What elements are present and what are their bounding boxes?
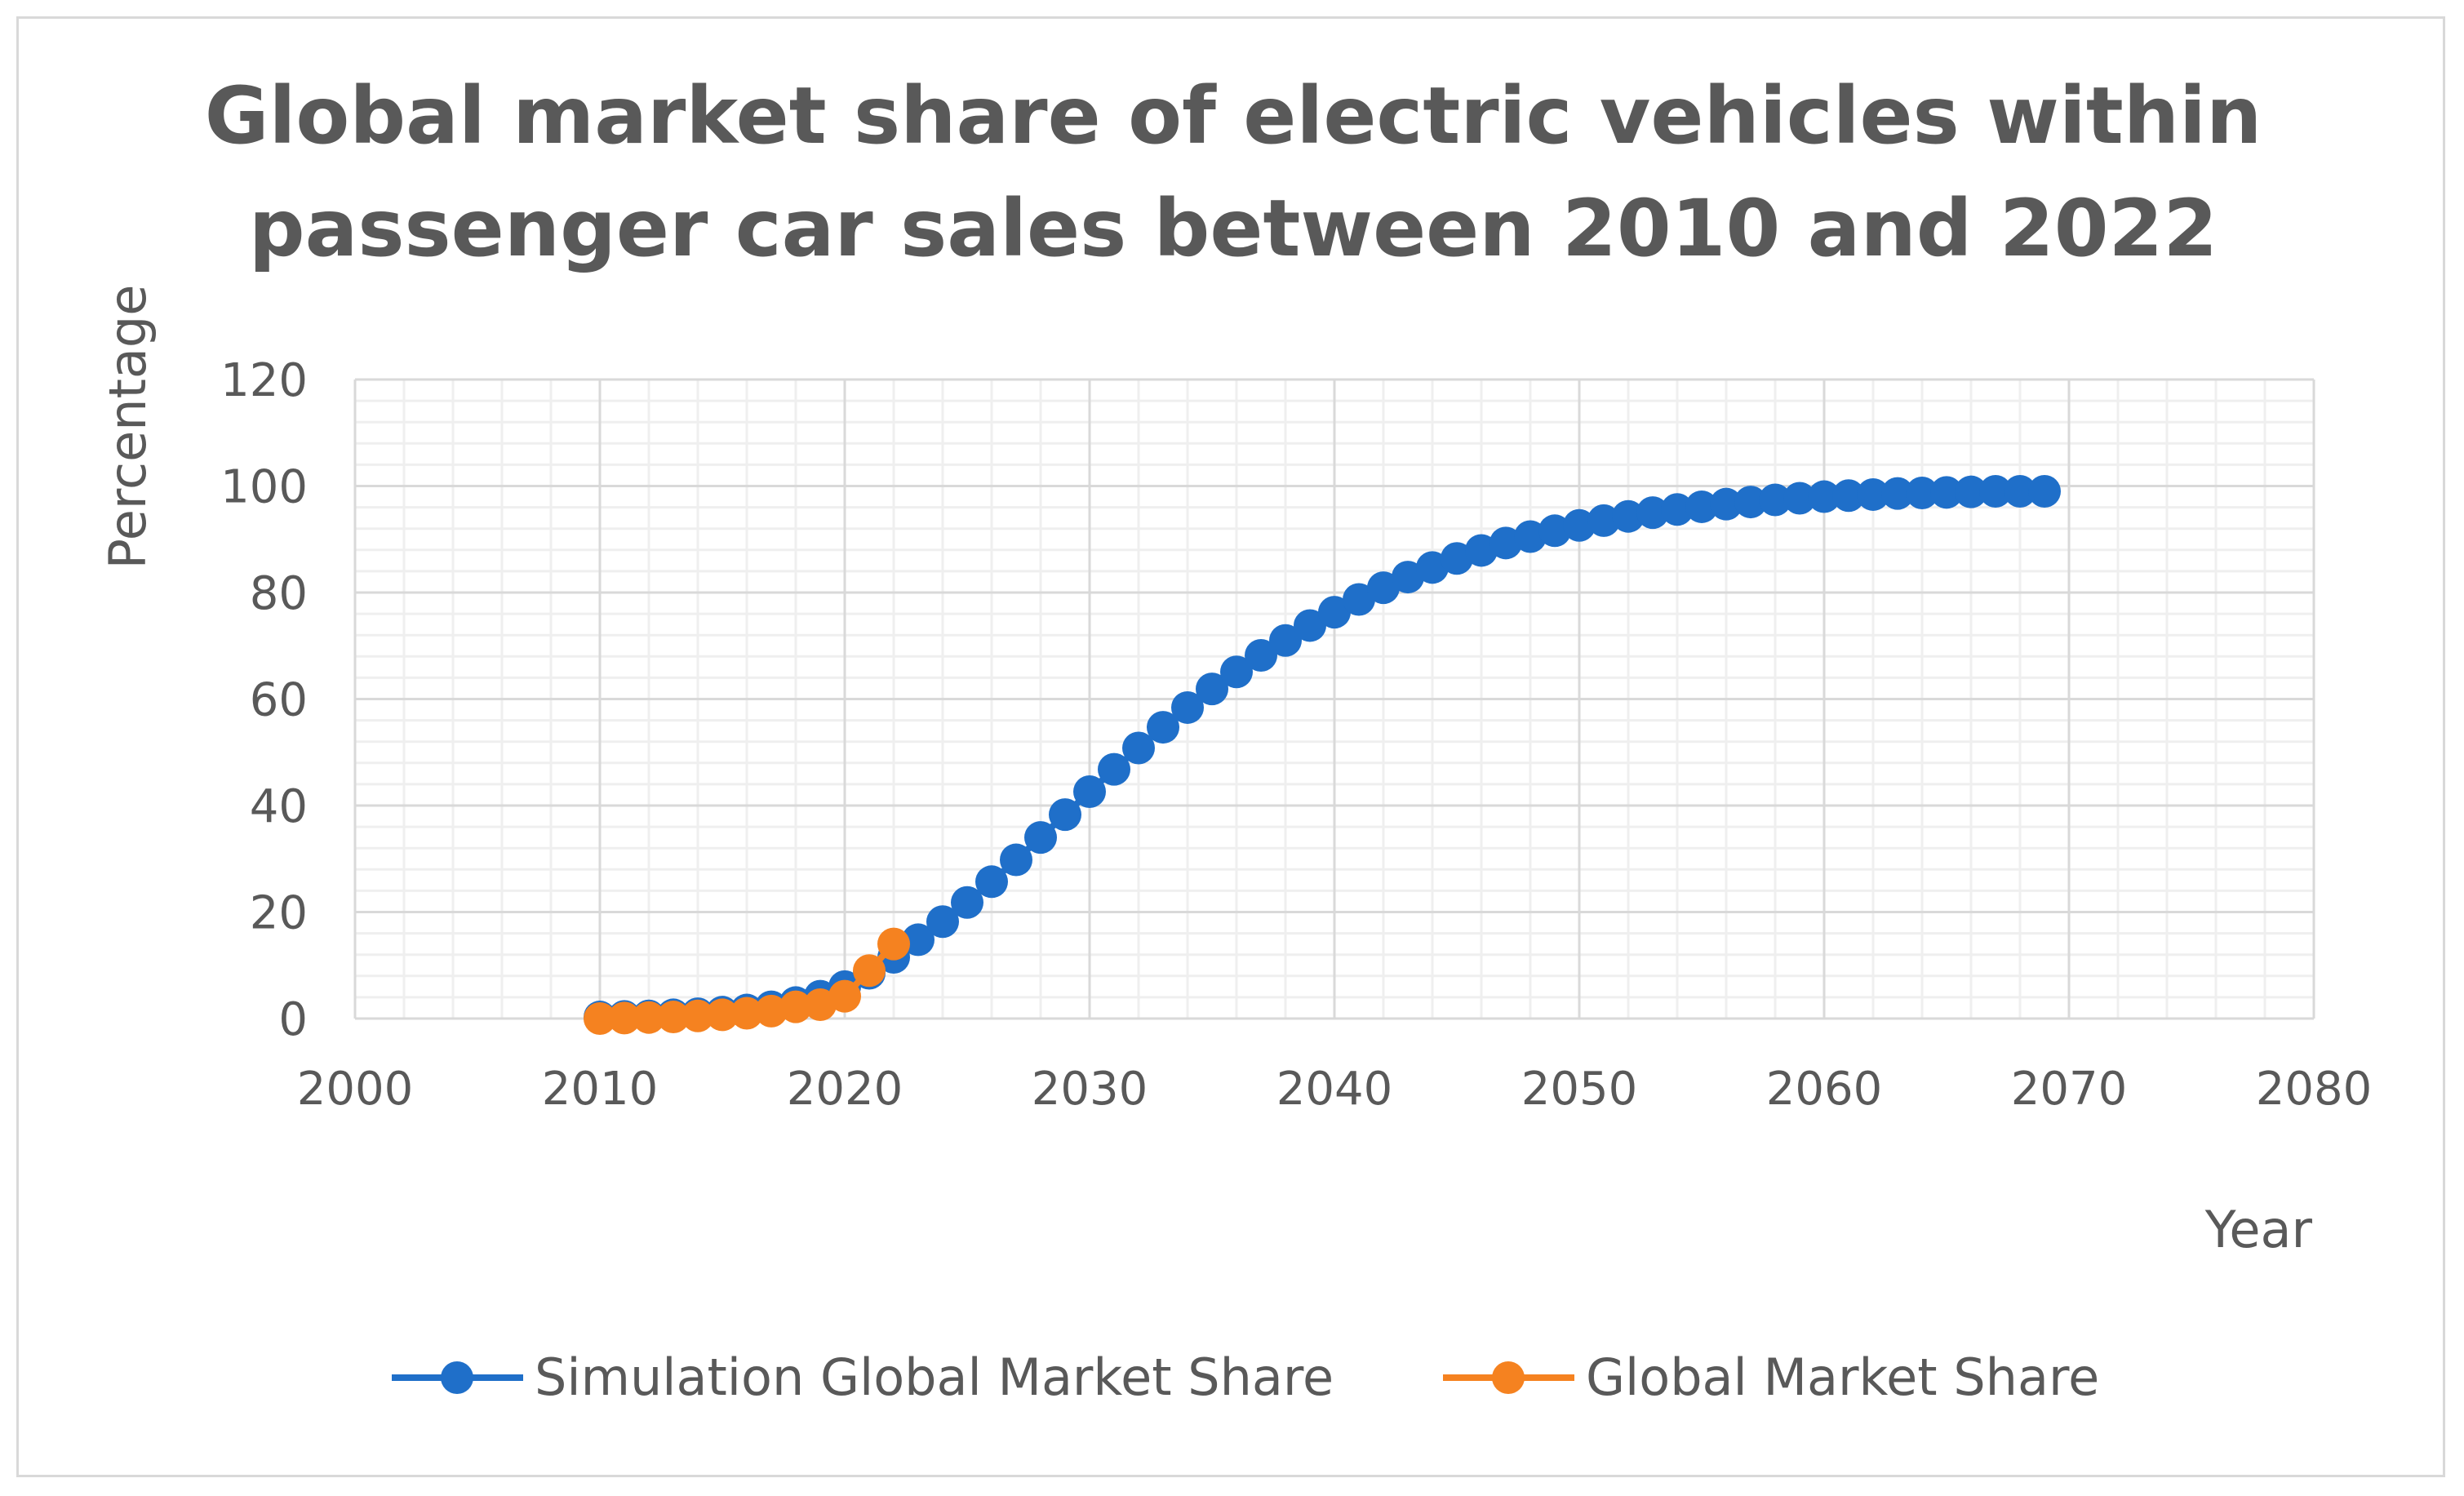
data-point: [1489, 526, 1522, 560]
legend-item-simulation: Simulation Global Market Share: [392, 1347, 1334, 1407]
y-tick-label: 60: [250, 674, 308, 727]
data-point: [1073, 775, 1106, 809]
x-axis-title: Year: [2204, 1200, 2313, 1259]
chart-title: Global market share of electric vehicles…: [205, 70, 2262, 274]
x-tick-label: 2010: [542, 1063, 659, 1116]
legend-label-simulation: Simulation Global Market Share: [535, 1347, 1334, 1407]
x-axis-ticks: 2000 2010 2020 2030 2040 2050 2060 2070 2080: [297, 1063, 2373, 1116]
y-tick-label: 100: [220, 461, 308, 514]
data-point: [779, 990, 812, 1023]
data-point: [1710, 487, 1743, 521]
data-point: [853, 954, 886, 988]
data-point: [1759, 483, 1791, 517]
data-point: [1734, 486, 1767, 519]
data-point: [1661, 493, 1694, 526]
series-1: [584, 927, 910, 1035]
y-tick-label: 0: [278, 993, 308, 1046]
chart-frame: Global market share of electric vehicles…: [16, 16, 2445, 1477]
data-point: [1685, 490, 1718, 523]
data-point: [1857, 477, 1889, 511]
x-tick-label: 2030: [1032, 1063, 1148, 1116]
data-point: [1955, 475, 1987, 508]
legend-swatch-marker-global: [1492, 1361, 1525, 1394]
chart-svg: Global market share of electric vehicles…: [98, 70, 2373, 1407]
data-point: [1269, 624, 1302, 657]
data-point: [633, 1001, 665, 1034]
data-point: [608, 1001, 641, 1035]
y-axis-title: Percentage: [98, 285, 158, 570]
series-0: [584, 475, 2061, 1034]
data-point: [926, 905, 959, 939]
chart-title-line-1: Global market share of electric vehicles…: [205, 70, 2262, 162]
data-point: [1514, 520, 1547, 553]
data-point: [1930, 476, 1963, 509]
data-point: [1416, 551, 1449, 584]
data-point: [804, 988, 837, 1022]
data-point: [902, 923, 935, 957]
data-point: [975, 865, 1008, 899]
data-point: [1000, 843, 1032, 877]
data-point: [1098, 752, 1130, 786]
x-tick-label: 2020: [787, 1063, 903, 1116]
data-point: [1441, 542, 1473, 575]
series-layer: [584, 475, 2061, 1035]
data-point: [1343, 583, 1375, 616]
data-point: [1465, 534, 1498, 567]
data-point: [2028, 475, 2061, 508]
legend-swatch-marker-simulation: [441, 1361, 473, 1394]
data-point: [1538, 514, 1571, 548]
data-point: [1171, 690, 1204, 724]
data-point: [1979, 475, 2012, 508]
data-point: [1612, 499, 1645, 533]
data-point: [1294, 609, 1326, 642]
data-point: [1392, 561, 1424, 594]
x-tick-label: 2060: [1766, 1063, 1883, 1116]
data-point: [1808, 480, 1840, 513]
legend-label-global: Global Market Share: [1586, 1347, 2099, 1407]
y-tick-label: 120: [220, 354, 308, 407]
data-point: [1122, 731, 1155, 765]
data-point: [1318, 596, 1351, 629]
y-tick-label: 80: [250, 567, 308, 620]
y-axis-ticks: 0 20 40 60 80 100 120: [220, 354, 308, 1046]
data-point: [1220, 655, 1253, 689]
x-tick-label: 2040: [1276, 1063, 1393, 1116]
legend: Simulation Global Market Share Global Ma…: [392, 1347, 2099, 1407]
data-point: [755, 994, 788, 1028]
data-point: [1636, 496, 1669, 530]
data-point: [1563, 508, 1596, 542]
data-point: [1147, 711, 1179, 744]
data-point: [1906, 476, 1938, 509]
data-point: [2004, 475, 2036, 508]
major-grid: [353, 378, 2315, 1020]
x-tick-label: 2080: [2256, 1063, 2373, 1116]
data-point: [877, 927, 910, 961]
data-point: [1245, 638, 1277, 672]
data-point: [1024, 821, 1057, 855]
data-point: [951, 886, 983, 919]
y-tick-label: 40: [250, 780, 308, 833]
data-point: [584, 1002, 616, 1035]
data-point: [1367, 571, 1400, 605]
y-tick-label: 20: [250, 887, 308, 940]
x-tick-label: 2070: [2011, 1063, 2128, 1116]
legend-item-global: Global Market Share: [1443, 1347, 2099, 1407]
data-point: [706, 998, 739, 1032]
data-point: [1049, 798, 1081, 832]
data-point: [1832, 479, 1865, 513]
data-point: [1587, 504, 1620, 537]
chart-title-line-2: passenger car sales between 2010 and 202…: [249, 183, 2218, 274]
data-point: [657, 1001, 690, 1034]
data-point: [681, 999, 714, 1032]
data-point: [730, 997, 763, 1030]
x-tick-label: 2050: [1521, 1063, 1638, 1116]
data-point: [1881, 477, 1914, 510]
x-tick-label: 2000: [297, 1063, 414, 1116]
data-point: [1196, 673, 1228, 706]
data-point: [1783, 482, 1816, 515]
data-point: [828, 979, 861, 1013]
